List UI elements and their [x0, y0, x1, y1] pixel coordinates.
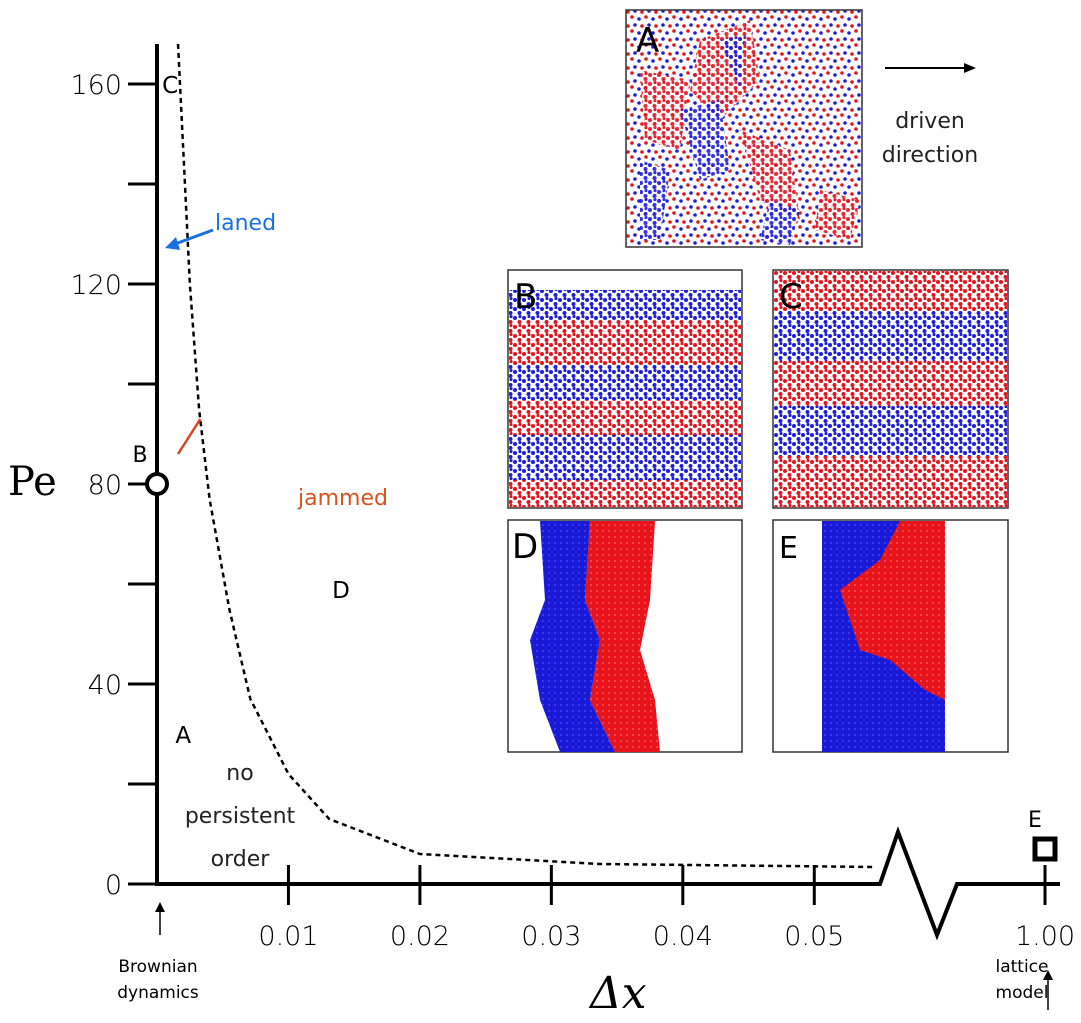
x-axis-title: Δx	[588, 968, 647, 1019]
x-tick-label: 0.04	[653, 921, 713, 952]
annotation: driven	[895, 109, 965, 134]
y-tick-label: 160	[70, 70, 122, 101]
inset-label: D	[512, 527, 538, 567]
region-label: A	[175, 723, 191, 749]
region-label: D	[332, 578, 350, 604]
x-tick-label: 0.05	[784, 921, 844, 952]
marker	[145, 472, 169, 496]
arrow-head	[1043, 970, 1053, 980]
annotation: laned	[215, 211, 276, 236]
y-tick-label: 0	[105, 870, 122, 901]
annotation: order	[211, 847, 271, 872]
marker-label: E	[1028, 808, 1042, 833]
laned-arrow	[174, 228, 214, 246]
inset-label: E	[779, 531, 798, 566]
arrow-head	[165, 237, 180, 250]
x-axis	[155, 826, 1060, 941]
annotation: no	[226, 761, 253, 786]
inset-d: D	[507, 519, 743, 753]
arrow-head	[964, 63, 976, 73]
x-tick-label: 1.00	[1015, 921, 1075, 952]
inset-label: C	[779, 277, 803, 317]
inset-a: A	[625, 9, 863, 248]
annotation: dynamics	[117, 983, 199, 1003]
annotation: lattice	[995, 957, 1048, 977]
y-tick-label: 80	[88, 470, 122, 501]
annotation: jammed	[297, 486, 388, 511]
arrow-head	[155, 902, 165, 912]
inset-c: C	[772, 269, 1009, 509]
series-line	[176, 43, 875, 869]
annotation: direction	[882, 143, 978, 168]
y-tick-label: 40	[88, 670, 122, 701]
marker-label: B	[132, 443, 147, 468]
x-tick-label: 0.02	[390, 921, 450, 952]
inset-b: B	[507, 269, 743, 509]
x-tick-label: 0.03	[521, 921, 581, 952]
inset-label: B	[514, 277, 537, 317]
marker	[1032, 836, 1058, 862]
y-tick-label: 120	[70, 270, 122, 301]
annotation: persistent	[185, 804, 296, 829]
y-axis-title: Pe	[8, 459, 57, 505]
annotation: Brownian	[118, 957, 197, 977]
region-label: C	[162, 73, 178, 99]
series-line	[176, 418, 202, 455]
inset-label: A	[636, 21, 659, 61]
x-tick-label: 0.01	[258, 921, 318, 952]
annotation: model	[996, 983, 1049, 1003]
inset-e: E	[772, 519, 1009, 753]
